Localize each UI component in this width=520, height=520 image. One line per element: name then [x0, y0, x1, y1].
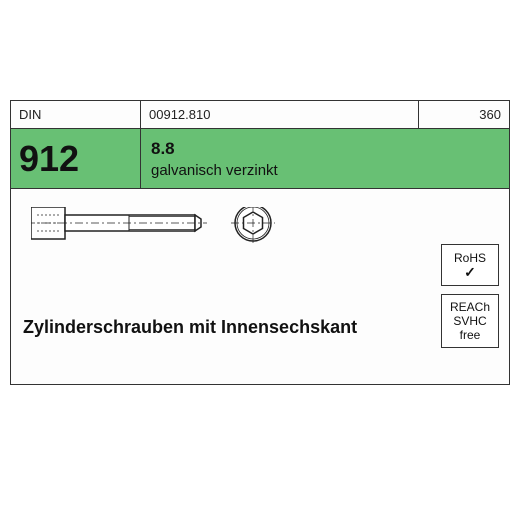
- finish-label: galvanisch verzinkt: [151, 162, 509, 179]
- product-spec-card: DIN 00912.810 360 912 8.8 galvanisch ver…: [10, 100, 510, 385]
- reach-line1: REACh: [450, 300, 490, 314]
- rohs-label: RoHS: [454, 251, 486, 265]
- strength-grade: 8.8: [151, 139, 509, 159]
- check-icon: ✓: [464, 265, 476, 279]
- reach-line3: free: [460, 328, 481, 342]
- screw-drawing: [31, 207, 291, 267]
- spec-block: 8.8 galvanisch verzinkt: [141, 129, 509, 188]
- header-row: DIN 00912.810 360: [11, 101, 509, 129]
- din-number: 912: [11, 129, 141, 188]
- body-area: Zylinderschrauben mit Innensechskant RoH…: [11, 189, 509, 384]
- product-code: 00912.810: [141, 101, 419, 128]
- reach-badge: REACh SVHC free: [441, 294, 499, 348]
- qty-value: 360: [419, 101, 509, 128]
- product-title: Zylinderschrauben mit Innensechskant: [23, 317, 357, 338]
- rohs-badge: RoHS ✓: [441, 244, 499, 286]
- standard-label: DIN: [11, 101, 141, 128]
- reach-line2: SVHC: [453, 314, 486, 328]
- highlight-row: 912 8.8 galvanisch verzinkt: [11, 129, 509, 189]
